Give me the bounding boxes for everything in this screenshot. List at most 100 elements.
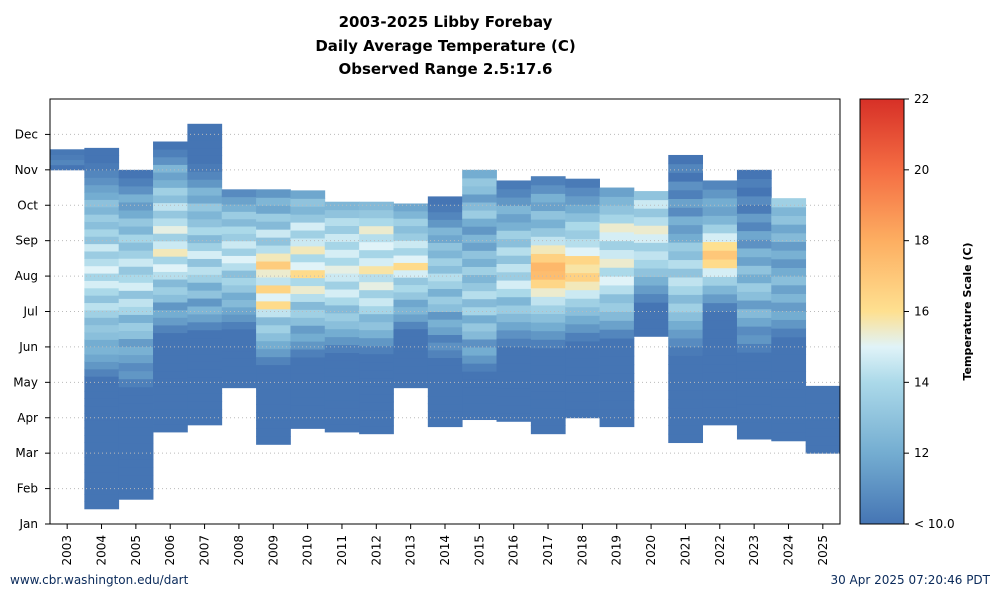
heat-cell-2010 [290,396,326,406]
heat-cell-2017 [530,227,566,237]
heat-cell-2013 [393,203,429,212]
heat-cell-2019 [599,214,635,224]
heat-cell-2008 [221,262,257,271]
heat-cell-2009 [256,340,291,350]
heat-cell-2009 [256,269,291,278]
heat-cell-2006 [153,202,188,211]
heat-cell-2011 [324,423,360,433]
heat-cell-2021 [668,250,704,261]
heat-cell-2008 [221,336,257,345]
heat-cell-2021 [668,337,704,348]
heat-cell-2016 [496,388,532,397]
heat-cell-2014 [427,296,463,305]
heat-cell-2004 [84,258,120,267]
heat-cell-2022 [702,206,738,216]
heat-cell-2008 [221,270,257,278]
heat-cell-2008 [221,314,257,323]
heat-cell-2014 [427,388,463,397]
heat-cell-2009 [256,245,291,254]
heat-cell-2004 [84,162,120,171]
heat-cell-2015 [462,242,497,251]
heat-cell-2022 [702,285,738,295]
y-tick-label: Jul [23,305,38,319]
heat-cell-2018 [565,255,600,265]
heat-cell-2016 [496,305,532,314]
heat-cell-2006 [153,248,188,257]
source-url[interactable]: www.cbr.washington.edu/dart [10,573,189,587]
heat-cell-2004 [84,309,120,318]
heat-cell-2022 [702,389,738,400]
heat-cell-2014 [427,380,463,389]
heat-cell-2023 [736,239,772,249]
heat-cell-2012 [359,297,394,307]
heat-cell-2017 [530,339,566,349]
heat-cell-2005 [118,266,154,275]
heat-cell-2024 [771,310,807,320]
heat-cell-2010 [290,245,326,255]
heat-cell-2023 [736,274,772,284]
heat-cell-2017 [530,270,566,280]
x-tick-label: 2009 [266,535,280,566]
heat-cell-2004 [84,435,120,443]
heat-cell-2006 [153,401,188,410]
heat-cell-2014 [427,349,463,359]
heat-cell-2013 [393,328,429,337]
heat-cell-2013 [393,350,429,359]
heat-cell-2021 [668,407,704,417]
heat-cell-2020 [633,285,669,295]
heat-cell-2009 [256,404,291,413]
heat-cell-2009 [256,324,291,334]
heat-cell-2008 [221,328,257,337]
heat-cell-2024 [771,215,807,225]
heat-cell-2009 [256,316,291,326]
heat-cell-2022 [702,241,738,251]
heat-cell-2007 [187,218,223,228]
heat-cell-2007 [187,226,223,236]
heat-cell-2019 [599,364,635,374]
heat-cell-2011 [324,360,360,369]
heat-cell-2010 [290,190,326,199]
heat-cell-2014 [427,311,463,320]
heat-cell-2004 [84,243,120,252]
heat-cell-2006 [153,279,188,288]
heat-cell-2010 [290,301,326,310]
heat-cell-2009 [256,205,291,214]
heat-cell-2006 [153,393,188,402]
x-tick-label: 2015 [472,535,486,566]
heat-cell-2015 [462,347,497,356]
heat-cell-2022 [702,293,738,304]
heat-cell-2016 [496,230,532,240]
heat-cell-2009 [256,348,291,358]
heat-cell-2022 [702,197,738,208]
heat-cell-2013 [393,225,429,234]
heat-cell-2017 [530,304,566,315]
heat-cell-2019 [599,391,635,401]
heat-cell-2015 [462,177,497,187]
heat-cell-2008 [221,321,257,330]
heat-cell-2009 [256,229,291,238]
heat-cell-2017 [530,416,566,426]
heat-cell-2015 [462,290,497,300]
heat-cell-2004 [84,346,120,355]
heat-cell-2010 [290,277,326,287]
x-tick-label: 2024 [781,535,795,566]
heat-cell-2010 [290,222,326,231]
heat-cell-2009 [256,261,291,270]
heat-cell-2014 [427,365,463,374]
heat-cell-2009 [256,380,291,390]
heat-cell-2024 [771,336,807,346]
heat-cell-2011 [324,384,360,393]
heat-cell-2009 [256,292,291,302]
heat-cell-2023 [736,308,772,318]
heat-cell-2005 [118,459,154,468]
heat-cell-2007 [187,139,223,149]
heat-cell-2015 [462,218,497,227]
heat-cell-2017 [530,176,566,186]
heat-cell-2005 [118,177,154,187]
heat-cell-2024 [771,276,807,286]
heat-cell-2009 [256,189,291,198]
heat-cell-2009 [256,396,291,405]
heat-cell-2005 [118,218,154,227]
heat-cell-2012 [359,281,394,291]
colorbar [859,98,905,525]
